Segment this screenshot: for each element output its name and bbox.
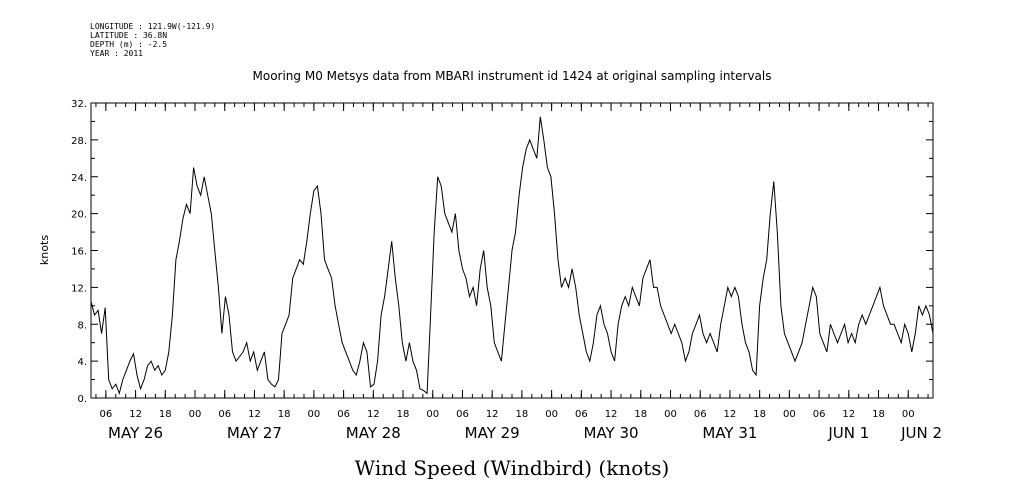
series-wind-speed-line	[90, 116, 934, 396]
x-hour-tick-label: 18	[753, 409, 766, 420]
latitude-text: LATITUDE : 36.8N	[90, 31, 168, 40]
x-day-label: MAY 26	[108, 424, 163, 442]
x-hour-tick-label: 06	[99, 409, 112, 420]
depth-text: DEPTH (m) : -2.5	[90, 40, 168, 49]
x-hour-tick-label: 06	[813, 409, 826, 420]
y-tick-label: 28.	[71, 136, 87, 147]
y-axis-label: knots	[38, 235, 51, 265]
y-tick-label: 12.	[71, 283, 87, 294]
x-day-label: JUN 1	[827, 424, 869, 442]
x-hour-tick-label: 12	[248, 409, 261, 420]
x-hour-tick-label: 12	[129, 409, 142, 420]
x-hour-tick-label: 06	[218, 409, 231, 420]
longitude-text: LONGITUDE : 121.9W(-121.9)	[90, 22, 216, 31]
x-hour-tick-label: 12	[842, 409, 855, 420]
x-hour-tick-label: 18	[872, 409, 885, 420]
x-axis-label: Wind Speed (Windbird) (knots)	[355, 456, 670, 480]
x-hour-tick-label: 12	[367, 409, 380, 420]
x-hour-tick-label: 18	[516, 409, 529, 420]
x-hour-tick-label: 00	[545, 409, 558, 420]
x-hour-tick-label: 06	[694, 409, 707, 420]
chart-title: Mooring M0 Metsys data from MBARI instru…	[253, 69, 772, 83]
axis-layer: 0. 4. 8. 12. 16. 20. 24. 28. 32. 06 12 18 00 06 12 18 00…	[71, 99, 942, 442]
x-hour-tick-label: 18	[397, 409, 410, 420]
x-hour-tick-label: 00	[783, 409, 796, 420]
metadata-block: LONGITUDE : 121.9W(-121.9) LATITUDE : 36…	[90, 22, 215, 58]
x-day-label: MAY 28	[346, 424, 401, 442]
y-tick-label: 20.	[71, 210, 87, 221]
y-tick-label: 24.	[71, 173, 87, 184]
x-hour-tick-label: 18	[634, 409, 647, 420]
x-day-label: MAY 31	[702, 424, 757, 442]
x-hour-tick-label: 06	[575, 409, 588, 420]
x-day-label: MAY 27	[227, 424, 282, 442]
x-day-label: MAY 29	[465, 424, 520, 442]
x-hour-tick-label: 18	[278, 409, 291, 420]
x-hour-tick-label: 06	[337, 409, 350, 420]
x-hour-tick-label: 18	[159, 409, 172, 420]
x-hour-tick-label: 00	[426, 409, 439, 420]
y-tick-label: 32.	[71, 99, 87, 110]
y-tick-label: 16.	[71, 247, 87, 258]
x-hour-tick-label: 12	[724, 409, 737, 420]
y-tick-label: 0.	[77, 394, 87, 405]
x-hour-tick-label: 00	[664, 409, 677, 420]
x-hour-tick-label: 00	[902, 409, 915, 420]
x-hour-tick-label: 12	[605, 409, 618, 420]
x-hour-tick-label: 12	[486, 409, 499, 420]
x-hour-tick-label: 00	[189, 409, 202, 420]
x-day-label: JUN 2	[900, 424, 942, 442]
y-tick-label: 8.	[77, 320, 87, 331]
y-tick-label: 4.	[77, 357, 87, 368]
x-day-label: MAY 30	[584, 424, 639, 442]
year-text: YEAR : 2011	[90, 49, 143, 58]
x-hour-tick-label: 06	[456, 409, 469, 420]
x-hour-tick-label: 00	[308, 409, 321, 420]
